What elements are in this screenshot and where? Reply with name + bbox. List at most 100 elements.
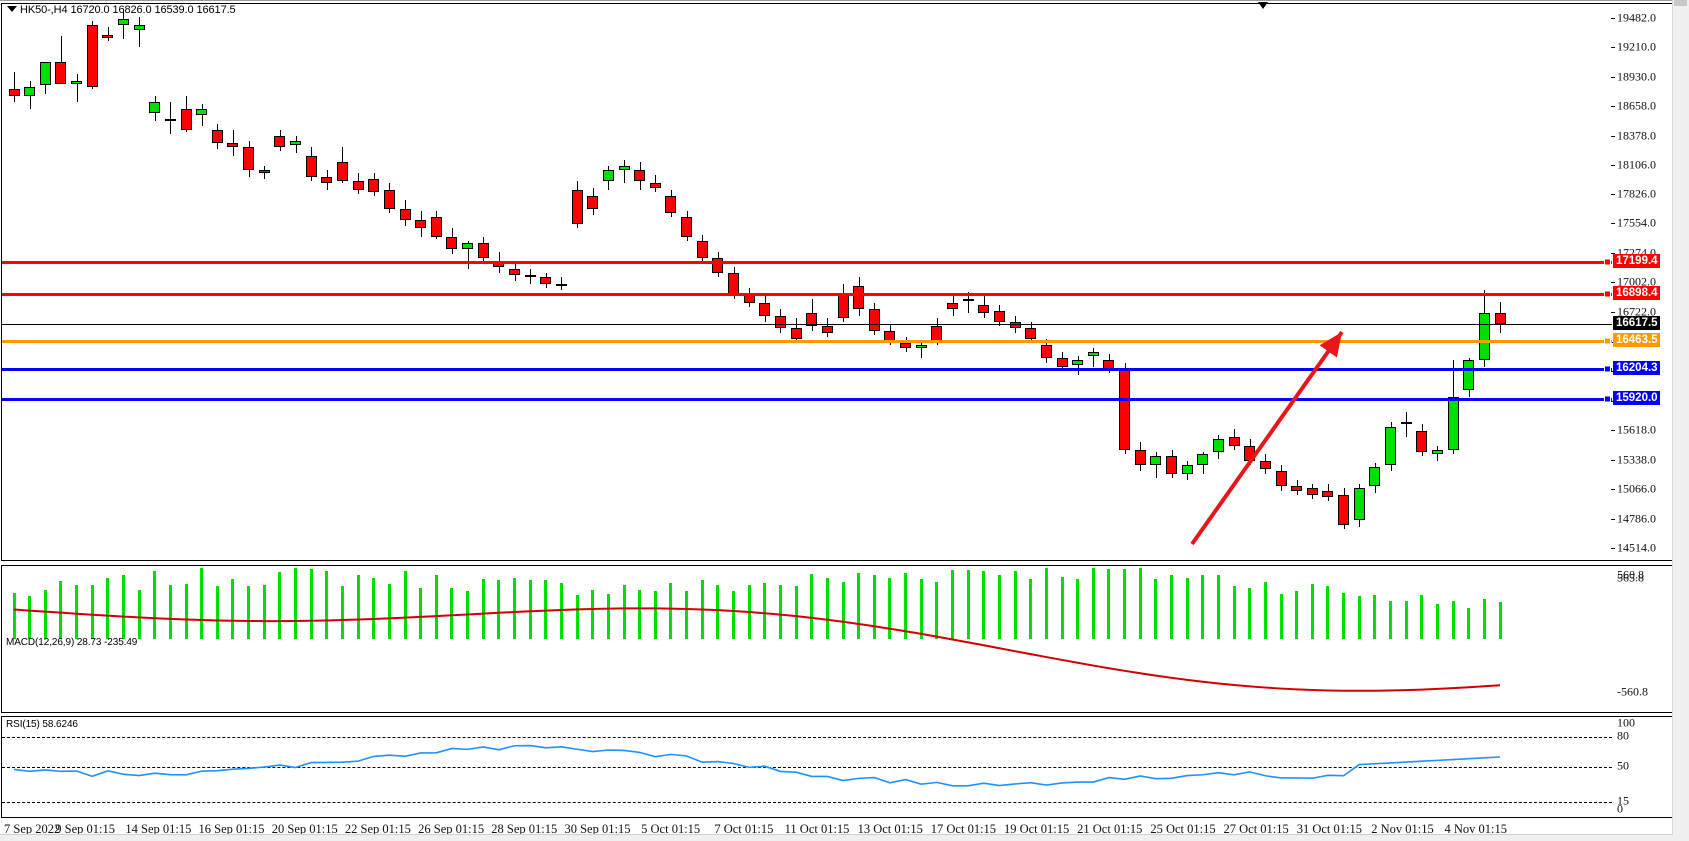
price-level-handle[interactable] [1604,290,1611,298]
candle-body-bearish [728,272,739,295]
candle-body-bearish [1291,486,1302,491]
candle-body-bullish [1463,360,1474,391]
macd-histogram-bar [200,568,203,639]
price-level-tag[interactable]: 17199.4 [1613,254,1660,269]
candle-body-bearish [822,326,833,333]
macd-histogram-bar [560,582,563,639]
price-level-tag[interactable]: 16463.5 [1613,332,1660,347]
price-level-line-support[interactable] [2,397,1612,401]
candle-wick [14,72,15,103]
macd-histogram-bar [419,588,422,639]
chart-menu-chevron-icon[interactable] [7,6,17,12]
candle-body-bearish [1041,345,1052,359]
price-tick-label: 16722.0 [1617,304,1656,319]
time-axis-label: 19 Oct 01:15 [1003,822,1070,836]
macd-histogram-bar [138,589,141,639]
price-level-handle[interactable] [1604,395,1611,403]
macd-histogram-bar [529,579,532,639]
candle-body-bearish [540,277,551,284]
candle-body-bearish [1229,437,1240,446]
macd-histogram-bar [795,585,798,639]
candle-body-bearish [775,315,786,329]
macd-histogram-bar [278,571,281,639]
candle-body-bearish [697,240,708,258]
candle-wick [624,159,625,184]
price-plot-area[interactable] [2,4,1672,560]
price-level-tags: 17199.4 16898.4 16617.5 16463.5 16204.3 15920… [1613,3,1689,561]
macd-histogram-bar [13,593,16,639]
candle-wick [264,166,265,179]
chart-top-marker-icon[interactable] [1258,2,1268,9]
time-axis-label: 9 Sep 01:15 [55,822,116,836]
price-tick-label: 17826.0 [1617,186,1656,201]
macd-histogram-bar [967,570,970,639]
vertical-scrollbar[interactable] [1672,0,1689,841]
macd-histogram-bar [779,584,782,639]
scrollbar-thumb[interactable] [1674,0,1687,6]
time-axis-label: 2 Nov 01:15 [1371,822,1434,836]
symbol-ohlc-caption: HK50-,H4 16720.0 16826.0 16539.0 16617.5 [20,4,236,16]
macd-histogram-bar [169,584,172,639]
rsi-level-line-15 [2,802,1612,803]
candle-wick [655,174,656,192]
macd-histogram-bar [404,571,407,639]
price-level-handle[interactable] [1604,258,1611,266]
macd-histogram-bar [153,570,156,639]
candle-body-bullish [71,80,82,85]
price-level-handle[interactable] [1604,337,1611,345]
candle-wick [139,16,140,47]
macd-histogram-bar [544,580,547,639]
candle-body-bullish [963,298,974,301]
price-tick-label: 15066.0 [1617,481,1656,496]
rsi-indicator-panel[interactable] [1,716,1673,818]
candle-body-bearish [947,302,958,310]
rsi-plot-area[interactable] [2,717,1672,817]
macd-histogram-bar [935,581,938,639]
macd-histogram-bar [231,578,234,639]
time-axis-label: 17 Oct 01:15 [930,822,997,836]
price-tick-label: 15618.0 [1617,422,1656,437]
price-level-tag[interactable]: 15920.0 [1613,390,1660,405]
price-level-line-resistance[interactable] [2,261,1612,265]
price-level-line-current-price[interactable] [2,324,1612,326]
price-level-tag[interactable]: 16204.3 [1613,360,1660,375]
candle-body-bullish [1448,396,1459,451]
price-tick-label: 18658.0 [1617,98,1656,113]
candle-body-bearish [306,155,317,177]
macd-histogram-bar [857,573,860,639]
candle-body-bearish [259,170,270,173]
candle-body-bearish [525,275,536,278]
candle-wick [296,136,297,154]
macd-plot-area[interactable] [2,566,1672,712]
macd-indicator-panel[interactable] [1,565,1673,713]
price-level-line-pivot[interactable] [2,339,1612,343]
macd-histogram-bar [591,590,594,639]
candle-body-bullish [1088,351,1099,357]
rsi-caption: RSI(15) 58.6246 [6,719,78,730]
price-tick-mark [1611,105,1615,107]
price-level-line-resistance[interactable] [2,293,1612,297]
candle-body-bullish [149,102,160,113]
candle-body-bearish [274,136,285,147]
rsi-axis-label-0: 0 [1617,801,1623,816]
candle-body-bearish [165,119,176,122]
price-level-tag[interactable]: 16898.4 [1613,286,1660,301]
macd-histogram-bar [341,585,344,639]
price-chart-panel[interactable] [1,3,1673,561]
price-level-line-support[interactable] [2,367,1612,371]
window-bottom-strip [0,834,1673,841]
rsi-level-line-80 [2,737,1612,738]
price-level-handle[interactable] [1604,365,1611,373]
candle-body-bearish [1338,494,1349,525]
candle-body-bearish [1119,368,1130,451]
candle-body-bearish [102,34,113,39]
macd-histogram-bar [1405,601,1408,639]
macd-histogram-bar [91,585,94,639]
macd-histogram-bar [1499,602,1502,639]
candle-body-bearish [853,285,864,310]
price-level-tag[interactable]: 16617.5 [1613,316,1660,331]
macd-histogram-bar [1201,574,1204,639]
macd-histogram-bar [435,574,438,639]
candle-body-bearish [665,196,676,214]
time-axis-label: 7 Oct 01:15 [714,822,774,836]
